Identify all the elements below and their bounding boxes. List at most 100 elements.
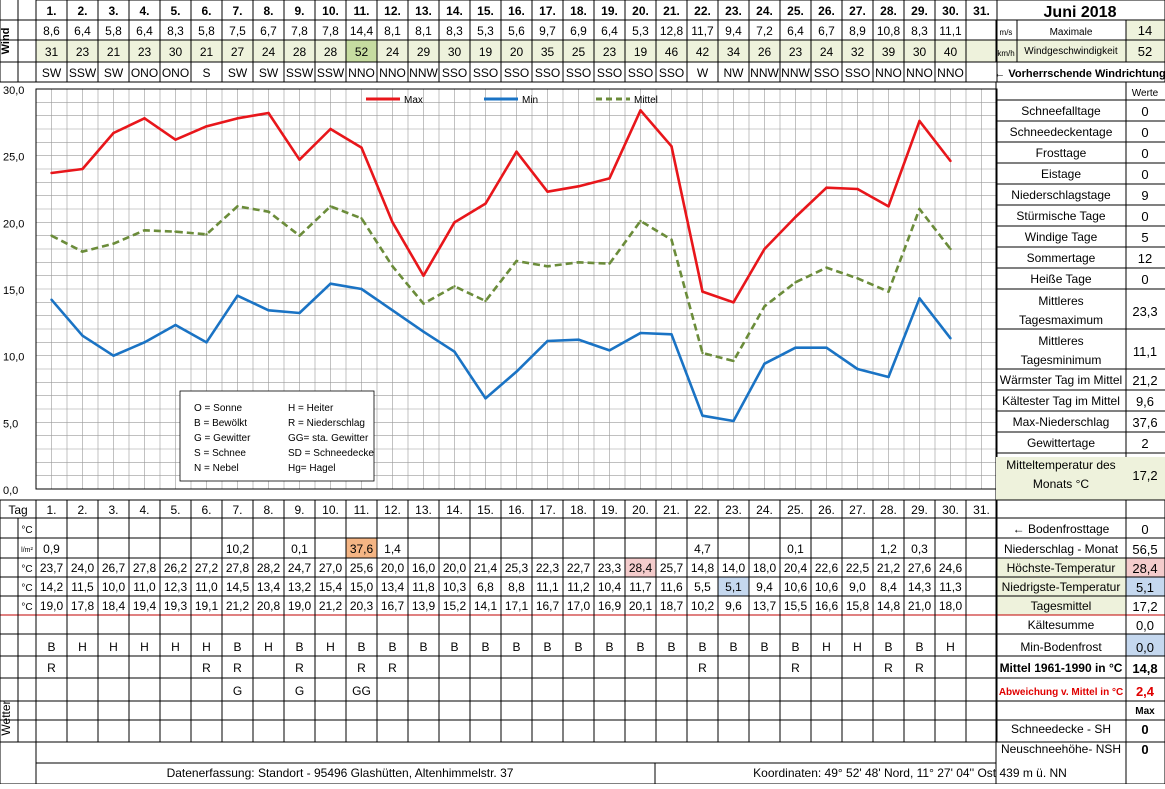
- wind-dir-cell: SSO: [628, 66, 653, 80]
- max-temp-cell: 22,5: [846, 561, 870, 575]
- data-point: [422, 274, 425, 277]
- wind-dir-cell: W: [697, 66, 709, 80]
- day-header: 25.: [787, 4, 804, 18]
- wind-kmh-cell: 26: [758, 45, 772, 59]
- weather-code-cell: R: [884, 661, 893, 675]
- data-point: [453, 350, 456, 353]
- wind-dir-cell: SSO: [566, 66, 591, 80]
- day-header: 12.: [384, 503, 401, 517]
- bottom-stat-value: 5,1: [1136, 580, 1154, 595]
- bottom-stat-value: 0: [1141, 742, 1148, 757]
- footer-location: Datenerfassung: Standort - 95496 Glashüt…: [167, 766, 514, 780]
- data-point: [856, 187, 859, 191]
- wind-kmh-cell: 28: [293, 45, 307, 59]
- weather-code-cell: H: [202, 640, 211, 654]
- wind-ms-cell: 12,8: [660, 24, 684, 38]
- min-temp-cell: 11,8: [412, 580, 435, 594]
- stat-value: 0: [1141, 167, 1148, 182]
- bottom-stat-label: Mittel 1961-1990 in °C: [1000, 661, 1123, 675]
- min-temp-cell: 14,5: [226, 580, 250, 594]
- max-temp-cell: 16,0: [412, 561, 436, 575]
- bottom-stat-value: 0,0: [1136, 640, 1154, 655]
- wind-dir-cell: S: [202, 66, 210, 80]
- max-temp-cell: 24,7: [288, 561, 312, 575]
- y-tick-label: 5,0: [3, 418, 18, 430]
- data-point: [360, 217, 363, 220]
- precip-cell: 0,1: [787, 542, 804, 556]
- mean-temp-cell: 15,8: [846, 599, 870, 613]
- weather-code-cell: H: [140, 640, 149, 654]
- wind-kmh-cell: 23: [603, 45, 617, 59]
- wind-ms-cell: 8,6: [43, 24, 60, 38]
- weather-code-cell: B: [543, 640, 551, 654]
- wind-ms-cell: 6,4: [601, 24, 618, 38]
- stat-value: 5: [1141, 230, 1148, 245]
- day-header: 16.: [508, 4, 525, 18]
- day-header: 21.: [663, 4, 680, 18]
- wind-dir-cell: SSO: [442, 66, 467, 80]
- min-temp-cell: 6,8: [477, 580, 494, 594]
- max-temp-cell: 28,4: [629, 561, 653, 575]
- data-point: [453, 285, 456, 288]
- stat-label: Heiße Tage: [1030, 272, 1091, 286]
- min-temp-cell: 8,4: [880, 580, 897, 594]
- stat-value: 17,2: [1132, 468, 1157, 483]
- mean-temp-cell: 21,2: [226, 599, 250, 613]
- weather-code-cell: H: [326, 640, 335, 654]
- wind-kmh-cell: 24: [820, 45, 834, 59]
- data-point: [577, 185, 580, 188]
- max-temp-cell: 24,0: [71, 561, 95, 575]
- data-point: [267, 309, 270, 312]
- day-header: 3.: [108, 4, 118, 18]
- data-point: [546, 190, 549, 193]
- wind-kmh-cell: 31: [45, 45, 59, 59]
- day-header: 2.: [77, 503, 87, 517]
- wind-ms-cell: 8,9: [849, 24, 866, 38]
- weather-code-cell: H: [109, 640, 118, 654]
- series-line-min: [50, 282, 952, 423]
- wind-dir-cell: NNW: [409, 66, 438, 80]
- mean-temp-cell: 18,7: [660, 599, 684, 613]
- wind-ms-cell: 5,6: [508, 24, 525, 38]
- mean-temp-cell: 21,2: [319, 599, 343, 613]
- max-wind-value-bg: [1126, 20, 1165, 62]
- min-temp-cell: 5,5: [694, 580, 711, 594]
- stat-value: 23,3: [1132, 304, 1157, 319]
- precip-max-highlight: [346, 538, 377, 558]
- wind-kmh-cell: 30: [913, 45, 927, 59]
- mean-temp-cell: 19,0: [288, 599, 312, 613]
- weather-legend-item: O = Sonne: [194, 403, 243, 414]
- wind-ms-cell: 5,8: [105, 24, 122, 38]
- stat-value: 0: [1141, 125, 1148, 140]
- bottom-stat-value: 28,4: [1132, 561, 1157, 576]
- day-header: 17.: [539, 503, 556, 517]
- data-point: [205, 341, 208, 344]
- weather-code-cell: R: [915, 661, 924, 675]
- footer-coordinates: Koordinaten: 49° 52' 48' Nord, 11° 27' 0…: [753, 766, 1067, 780]
- day-header: 3.: [108, 503, 118, 517]
- wind-dir-cell: SW: [228, 66, 248, 80]
- min-temp-cell: 11,7: [629, 580, 652, 594]
- data-point: [577, 261, 580, 264]
- data-point: [329, 205, 332, 208]
- bottom-stat-label: Höchste-Temperatur: [1007, 561, 1116, 575]
- bstat-bg: [996, 558, 1126, 577]
- max-temp-cell: 24,6: [939, 561, 963, 575]
- wind-direction-label: ← Vorherrschende Windrichtung: [994, 68, 1165, 80]
- precip-cell: 0,9: [43, 542, 60, 556]
- wind-ms-cell: 7,8: [291, 24, 308, 38]
- day-header: 23.: [725, 503, 742, 517]
- wind-kmh-cell: 46: [665, 45, 679, 59]
- data-point: [794, 281, 797, 284]
- data-point: [639, 331, 642, 335]
- data-point: [391, 265, 394, 268]
- weather-code-cell: R: [47, 661, 56, 675]
- wind-kmh-cell: 42: [696, 45, 710, 59]
- wind-kmh-cell: 23: [789, 45, 803, 59]
- day-header: 25.: [787, 503, 804, 517]
- data-point: [732, 301, 735, 304]
- stat-label: Kältester Tag im Mittel: [1002, 394, 1120, 408]
- data-point: [143, 229, 146, 232]
- mean-temp-cell: 17,0: [567, 599, 591, 613]
- wind-dir-cell: SW: [104, 66, 124, 80]
